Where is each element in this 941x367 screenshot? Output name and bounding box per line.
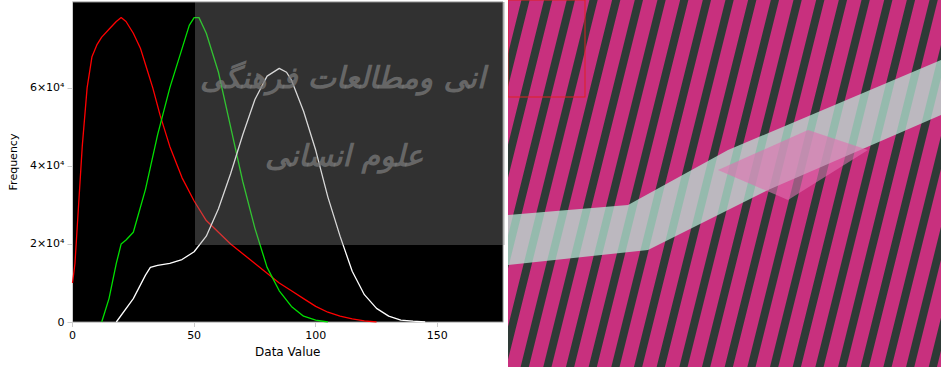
svg-text:2×10⁴: 2×10⁴ bbox=[30, 237, 65, 250]
svg-text:100: 100 bbox=[305, 329, 326, 342]
svg-text:0: 0 bbox=[58, 316, 65, 329]
svg-text:علوم انسانی: علوم انسانی bbox=[265, 138, 423, 174]
svg-text:Data Value: Data Value bbox=[255, 345, 320, 359]
svg-text:150: 150 bbox=[427, 329, 448, 342]
svg-text:50: 50 bbox=[187, 329, 201, 342]
svg-text:0: 0 bbox=[69, 329, 76, 342]
svg-text:4×10⁴: 4×10⁴ bbox=[30, 159, 65, 172]
svg-text:6×10⁴: 6×10⁴ bbox=[30, 81, 65, 94]
svg-text:انی ومطالعات فرهنگی: انی ومطالعات فرهنگی bbox=[200, 60, 489, 96]
svg-text:Frequency: Frequency bbox=[7, 133, 20, 190]
